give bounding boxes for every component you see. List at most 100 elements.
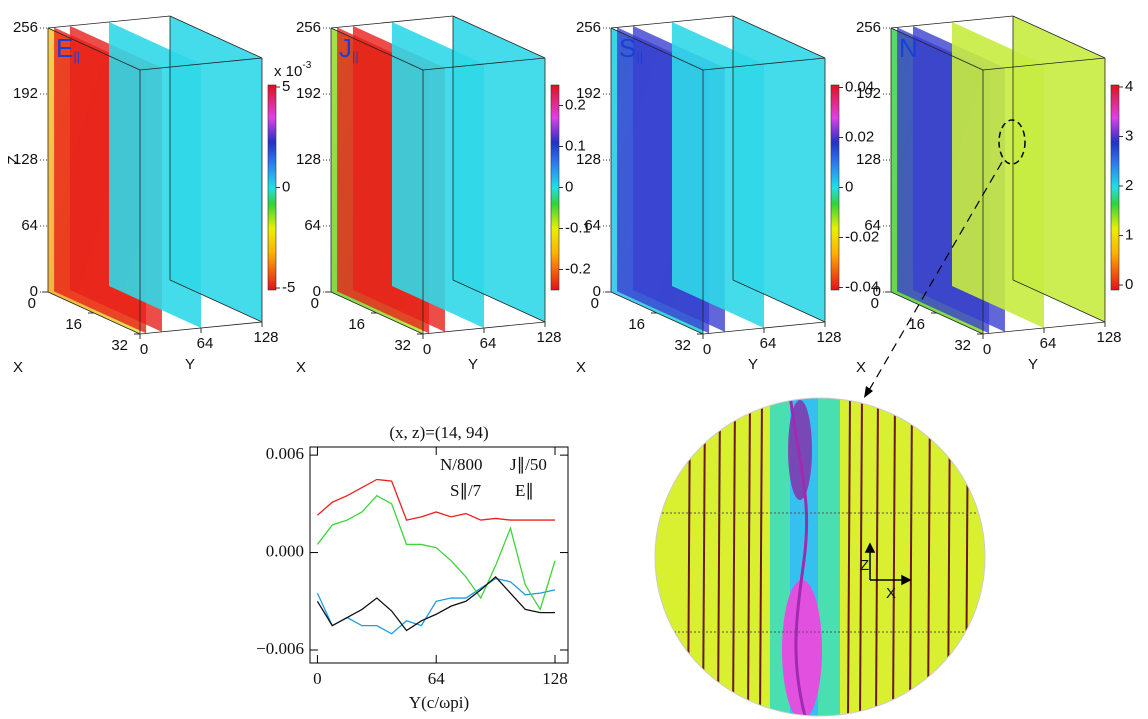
z-tick-label: 256: [296, 19, 321, 36]
legend-entry: N/800: [440, 455, 483, 474]
box-edge: [1012, 279, 1106, 323]
box-edge: [610, 27, 704, 71]
box-edge: [169, 15, 263, 59]
box-edge: [452, 15, 546, 59]
box-edge: [169, 279, 263, 323]
z-tick-label: 0: [30, 283, 38, 300]
x-tick-label: 16: [65, 316, 82, 333]
z-tick-label: 192: [576, 85, 601, 102]
box-edge: [1012, 15, 1106, 59]
z-tick-label: 192: [13, 85, 38, 102]
legend-entry: E∥: [515, 481, 534, 500]
colorbar-tick-label: 0: [845, 178, 853, 195]
x-tick-label: 0: [311, 295, 319, 312]
colorbar: [267, 84, 277, 291]
slice: [170, 16, 262, 322]
inset-axes: Z X: [860, 542, 912, 602]
inset-x-label: X: [886, 585, 896, 602]
y-tick-label: −0.006: [256, 639, 304, 658]
z-tick-label: 128: [13, 151, 38, 168]
series-line: [316, 576, 556, 632]
series-line: [316, 577, 556, 635]
chart-title: (x, z)=(14, 94): [389, 423, 488, 442]
z-tick-label: 64: [864, 217, 881, 234]
y-tick-label: 64: [760, 335, 777, 352]
box-edge: [47, 15, 171, 29]
y-tick-label: 64: [1040, 335, 1057, 352]
colorbar-tick-label: -0.04: [845, 278, 879, 295]
y-tick-label: 0: [983, 341, 991, 358]
colorbar-tick-label: 0.04: [845, 78, 874, 95]
panel-label: J||: [339, 33, 359, 65]
panel-symbol: N: [899, 33, 918, 63]
z-tick-label: 256: [576, 19, 601, 36]
box-edge: [732, 279, 826, 323]
z-tick-label: 0: [593, 283, 601, 300]
colorbar-tick-label: 2: [1125, 177, 1133, 194]
series-line: [316, 494, 556, 611]
colorbar-tick-label: 0: [1125, 276, 1133, 293]
box-edge: [610, 15, 734, 29]
panel-label: N: [899, 33, 918, 63]
x-tick-label: 32: [954, 337, 971, 354]
z-tick-label: 256: [856, 19, 881, 36]
y-tick-label: 128: [536, 329, 561, 346]
colorbar-tick-label: -0.02: [845, 228, 879, 245]
colorbar-tick-label: 0: [565, 178, 573, 195]
panel-subscript: ||: [352, 49, 359, 64]
colorbar: [1110, 84, 1120, 291]
x-axis-label: X: [296, 359, 306, 376]
panel-symbol: E: [56, 33, 73, 63]
colorbar: [550, 84, 560, 291]
colorbar-tick-label: 5: [282, 78, 290, 95]
y-tick-label: 128: [816, 329, 841, 346]
box-edge: [139, 57, 263, 71]
box-edge: [890, 15, 1014, 29]
x-tick-label: 128: [542, 669, 568, 688]
colorbar-tick-label: 4: [1125, 78, 1133, 95]
y-tick-label: 0.000: [266, 541, 304, 560]
colorbar-tick-label: 1: [1125, 227, 1133, 244]
y-tick-label: 0: [423, 341, 431, 358]
x-tick-label: 32: [111, 337, 128, 354]
x-tick-label: 0: [313, 669, 322, 688]
z-axis-label: Z: [5, 155, 22, 164]
y-axis-label: Y: [185, 356, 195, 373]
colorbar-tick-label: 0: [282, 178, 290, 195]
x-tick-label: 0: [28, 295, 36, 312]
panel-label: E||: [56, 33, 80, 65]
z-tick-label: 64: [21, 217, 38, 234]
y-tick-label: 0: [703, 341, 711, 358]
legend-entry: J∥/50: [510, 455, 547, 474]
zoom-pointer: [864, 119, 1026, 398]
colorbar-tick-label: 0.1: [565, 137, 586, 154]
box-edge: [702, 57, 826, 71]
legend-entry: S∥/7: [450, 481, 482, 500]
x-axis-label: X: [576, 359, 586, 376]
line-chart: (x, z)=(14, 94) Y(c/ωpi) −0.006 0.000 0.00…: [256, 423, 569, 712]
z-tick-label: 192: [856, 85, 881, 102]
box-edge: [330, 27, 424, 71]
y-tick-label: 64: [197, 335, 214, 352]
inset-z-label: Z: [860, 557, 869, 574]
plot-frame: [309, 446, 569, 664]
z-tick-label: 128: [576, 151, 601, 168]
x-tick-label: 16: [628, 316, 645, 333]
y-tick-label: 64: [480, 335, 497, 352]
x-tick-label: 32: [674, 337, 691, 354]
x-tick-label: 0: [871, 295, 879, 312]
z-tick-label: 0: [873, 283, 881, 300]
x-tick-label: 32: [394, 337, 411, 354]
x-axis-label: Y(c/ωpi): [409, 693, 469, 712]
slice: [453, 16, 545, 322]
y-tick-label: 128: [1096, 329, 1121, 346]
panel-symbol: J: [339, 33, 352, 63]
panel: 0 64 128 192 256 0 16 32 0 64 128 X Y J|| 0.2 0.1 0 -0.1 -…: [296, 15, 591, 376]
z-tick-label: 0: [313, 283, 321, 300]
panel-symbol: S: [619, 33, 636, 63]
y-tick-label: 128: [253, 329, 278, 346]
box-edge: [422, 57, 546, 71]
